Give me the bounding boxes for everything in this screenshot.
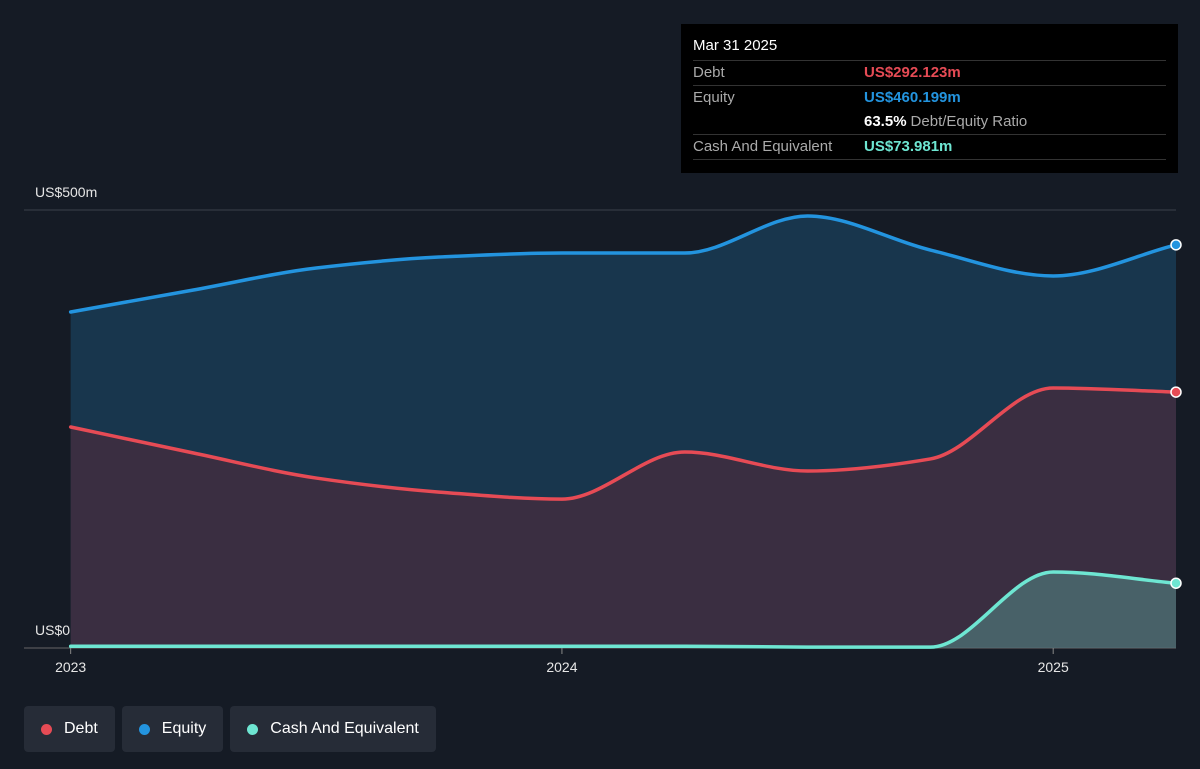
tooltip-ratio: 63.5% [864, 113, 907, 130]
tooltip-ratio-label: Debt/Equity Ratio [910, 113, 1028, 130]
end-point [1170, 239, 1182, 251]
tooltip-row: 63.5% Debt/Equity Ratio [693, 110, 1166, 134]
y-tick-label: US$500m [35, 184, 97, 200]
x-tick-label: 2025 [1038, 659, 1069, 675]
x-tick-label: 2024 [546, 659, 577, 675]
tooltip-value: US$460.199m [864, 89, 961, 106]
tooltip-label: Cash And Equivalent [693, 138, 833, 155]
legend-swatch [247, 723, 259, 735]
tooltip-date: Mar 31 2025 [693, 37, 778, 54]
tooltip-row: Equity US$460.199m [693, 85, 1166, 110]
series-line [68, 214, 1178, 314]
tooltip-label: Debt [693, 64, 725, 81]
legend: Debt Equity Cash And Equivalent [24, 706, 436, 752]
tooltip-spacer [693, 110, 864, 134]
tooltip-value: US$292.123m [864, 64, 961, 81]
legend-label: Cash And Equivalent [270, 720, 419, 737]
tooltip-label: Equity [693, 89, 735, 106]
series-line [68, 570, 1178, 649]
x-tick-label: 2023 [55, 659, 86, 675]
legend-item[interactable]: Equity [121, 706, 224, 752]
series-line [68, 386, 1178, 501]
end-point [1170, 386, 1182, 398]
legend-swatch [138, 723, 150, 735]
legend-swatch [41, 723, 52, 735]
tooltip: Mar 31 2025 Debt US$292.123m Equity US$4… [681, 24, 1178, 173]
series-area [70, 388, 1176, 648]
legend-label: Debt [64, 720, 98, 737]
legend-label: Equity [161, 720, 207, 737]
y-tick-label: US$0 [35, 622, 70, 638]
legend-item[interactable]: Debt [24, 706, 115, 752]
tooltip-row: Debt US$292.123m [693, 60, 1166, 85]
tooltip-row: Cash And Equivalent US$73.981m [693, 134, 1166, 160]
chart: US$0 US$500m 2023 2024 2025 [24, 184, 1182, 675]
legend-item[interactable]: Cash And Equivalent [230, 706, 436, 752]
end-point [1170, 577, 1182, 589]
tooltip-value: US$73.981m [864, 138, 953, 155]
series-area [70, 571, 1176, 648]
